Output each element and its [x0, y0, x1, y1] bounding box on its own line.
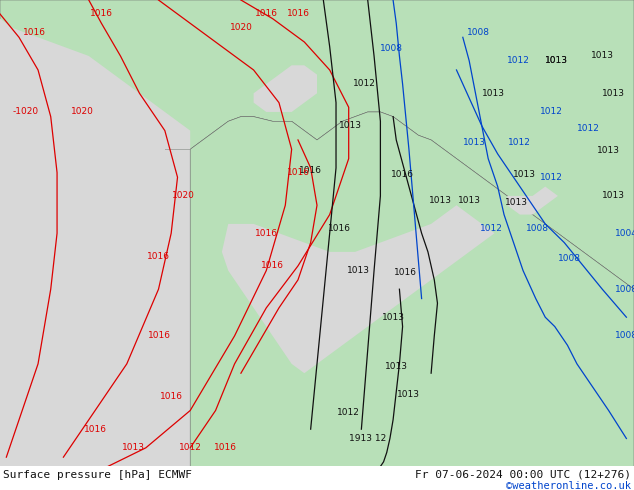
Polygon shape	[222, 205, 495, 373]
Text: 1012: 1012	[577, 124, 600, 133]
Text: 1012: 1012	[540, 107, 563, 117]
Bar	[0, 149, 165, 466]
Text: 1013: 1013	[482, 89, 505, 98]
Text: 1013: 1013	[514, 171, 536, 179]
Polygon shape	[168, 84, 179, 107]
Text: Surface pressure [hPa] ECMWF: Surface pressure [hPa] ECMWF	[3, 470, 192, 480]
Text: ©weatheronline.co.uk: ©weatheronline.co.uk	[506, 482, 631, 490]
Text: 1016: 1016	[23, 28, 46, 37]
Text: 1013: 1013	[122, 443, 145, 452]
Polygon shape	[507, 187, 558, 215]
Text: 1016: 1016	[147, 252, 170, 261]
Polygon shape	[190, 112, 634, 466]
Text: 1016: 1016	[90, 9, 113, 19]
Text: Fr 07-06-2024 00:00 UTC (12+276): Fr 07-06-2024 00:00 UTC (12+276)	[415, 470, 631, 480]
Text: 1913 12: 1913 12	[349, 434, 386, 443]
Text: 1020: 1020	[172, 192, 195, 200]
Polygon shape	[179, 74, 200, 131]
Text: 1016: 1016	[214, 443, 236, 452]
Text: 1004: 1004	[615, 229, 634, 238]
Text: 1008: 1008	[526, 224, 549, 233]
Text: 1012: 1012	[353, 79, 376, 89]
Text: 1012: 1012	[508, 138, 531, 147]
Text: 1016: 1016	[148, 331, 171, 341]
Text: 1008: 1008	[380, 45, 403, 53]
Text: 1013: 1013	[602, 192, 625, 200]
Text: 1016: 1016	[160, 392, 183, 401]
Text: 1016: 1016	[261, 261, 284, 270]
Text: 1016: 1016	[287, 168, 309, 177]
Text: 1016: 1016	[328, 224, 351, 233]
Text: 1016: 1016	[287, 9, 309, 19]
Text: 1008: 1008	[467, 28, 490, 37]
Polygon shape	[292, 0, 444, 93]
Text: 1012: 1012	[540, 173, 563, 182]
Text: 1012: 1012	[337, 408, 360, 417]
Text: 1016: 1016	[391, 171, 414, 179]
Text: 1012: 1012	[480, 224, 503, 233]
Text: 1013: 1013	[597, 146, 620, 155]
Text: 1013: 1013	[398, 390, 420, 399]
Text: 1016: 1016	[255, 229, 278, 238]
Text: 1013: 1013	[347, 266, 370, 275]
Text: 1008: 1008	[615, 285, 634, 294]
Text: 1013: 1013	[382, 313, 404, 322]
Text: 1013: 1013	[591, 51, 614, 60]
Polygon shape	[0, 0, 634, 289]
Text: 1013: 1013	[505, 198, 528, 207]
Text: 1013: 1013	[545, 56, 568, 65]
Polygon shape	[0, 19, 190, 149]
Text: -1020: -1020	[12, 107, 39, 117]
Text: 1020: 1020	[71, 107, 94, 117]
Text: 1013: 1013	[339, 122, 362, 130]
Text: 1013: 1013	[545, 56, 568, 65]
Text: 1008: 1008	[615, 331, 634, 341]
Polygon shape	[254, 65, 317, 112]
Text: 1013: 1013	[602, 89, 625, 98]
Text: 1020: 1020	[230, 24, 252, 32]
Text: 1013: 1013	[463, 138, 486, 147]
Text: 1012: 1012	[179, 443, 202, 452]
Text: 1016: 1016	[299, 166, 322, 175]
Text: 1013: 1013	[458, 196, 481, 205]
Text: 1013: 1013	[429, 196, 452, 205]
Text: 1013: 1013	[385, 362, 408, 371]
Text: 1016: 1016	[255, 9, 278, 19]
Text: 1008: 1008	[558, 254, 581, 264]
Text: 1012: 1012	[507, 56, 530, 65]
Text: 1016: 1016	[394, 269, 417, 277]
Text: 1016: 1016	[84, 425, 107, 434]
